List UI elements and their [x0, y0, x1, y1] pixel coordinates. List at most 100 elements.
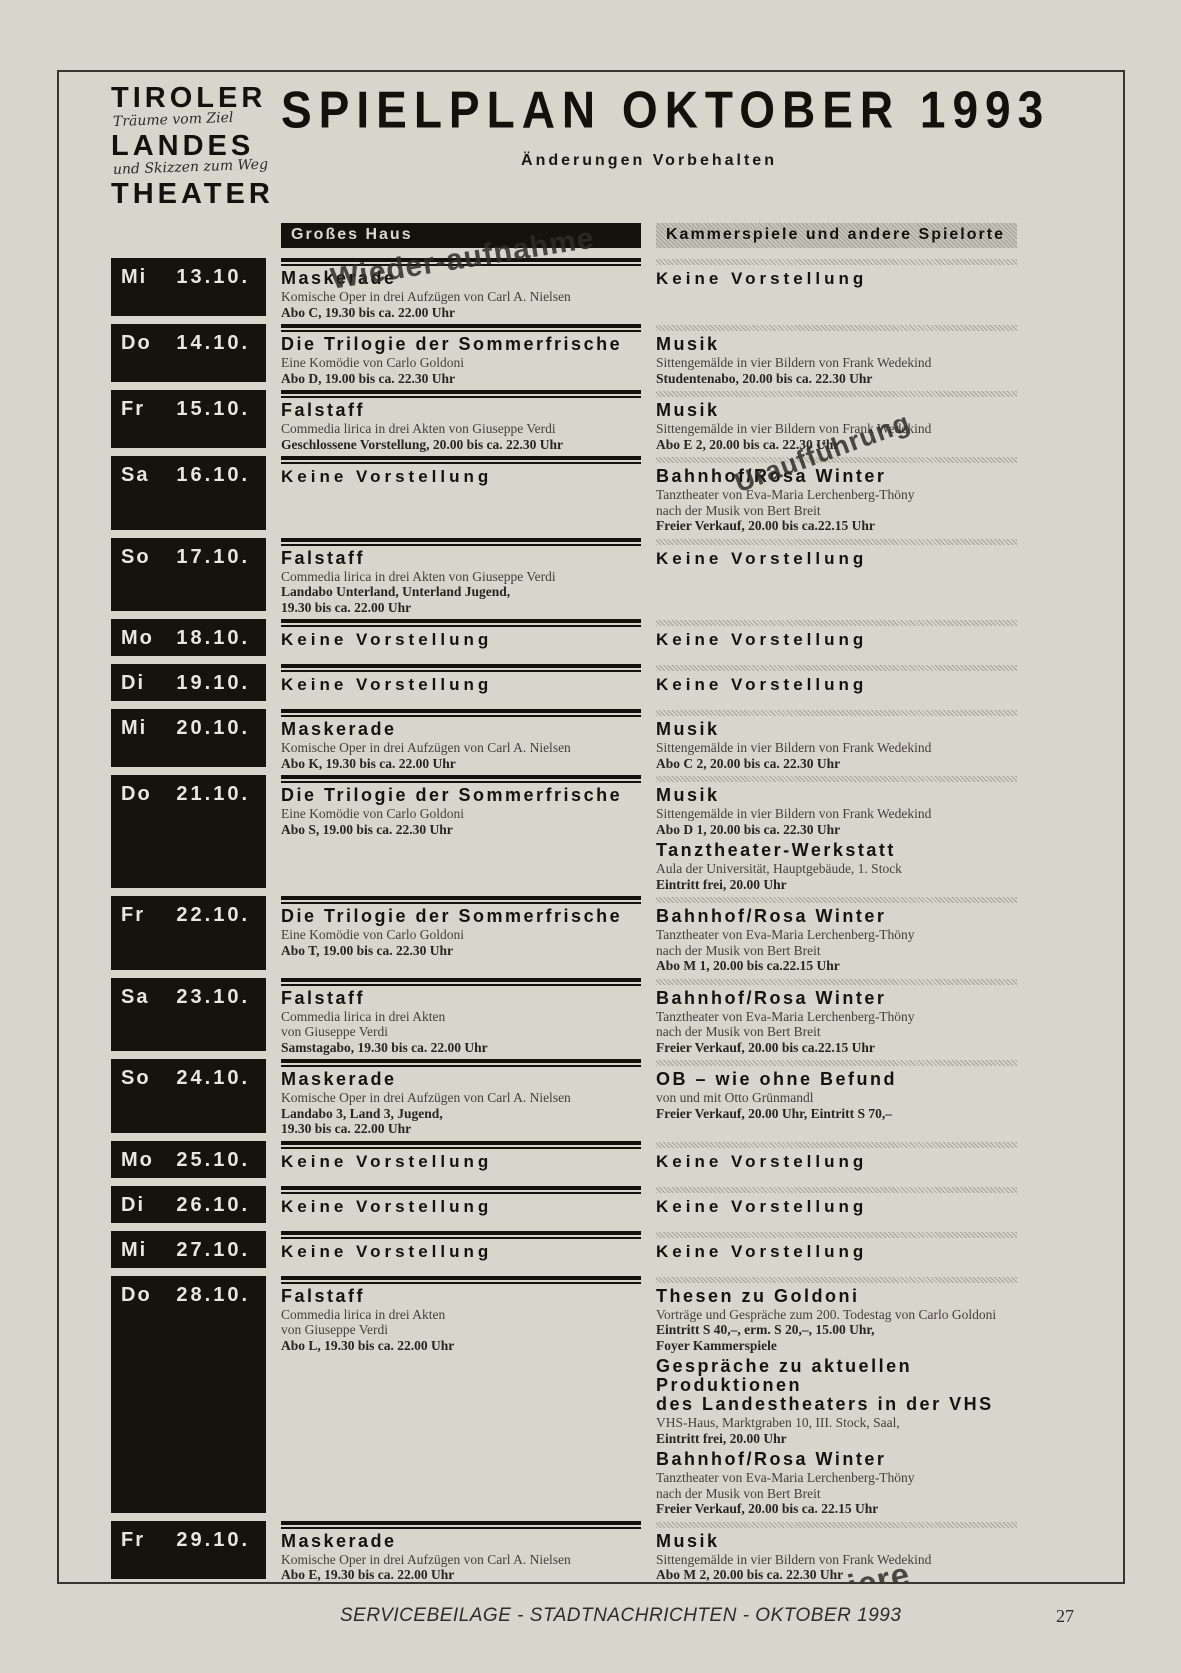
date-cell: So 24.10. [111, 1059, 266, 1133]
event-info-line: Abo D 1, 20.00 bis ca. 22.30 Uhr [656, 821, 841, 837]
event-title: Bahnhof/Rosa Winter [656, 906, 887, 926]
schedule-table: Mi 13.10. Maskerade Komische Oper in drei A… [111, 222, 1123, 1582]
schedule-row: Mi 20.10. Maskerade Komische Oper in drei A… [111, 709, 1017, 775]
schedule-row: Do 14.10. Die Trilogie der Sommerfrische Ei… [111, 324, 1017, 390]
date-day: Mi [121, 266, 148, 288]
schedule-row: Mo 18.10. Keine Vorstellung Keine Vorstellu… [111, 619, 1017, 664]
event-title: Maskerade [281, 1530, 397, 1551]
row-separator-rule [281, 664, 641, 672]
row-separator-rule [281, 456, 641, 464]
event-entry: Bahnhof/Rosa Winter Tanztheater von Eva-M… [656, 1450, 1017, 1517]
event-entry: Keine Vorstellung [281, 1242, 641, 1261]
event-info-line: Landabo 3, Land 3, Jugend, [281, 1105, 443, 1121]
date-cell: Di 26.10. [111, 1185, 266, 1223]
date-number: 21.10. [176, 783, 250, 805]
date-day: Mi [121, 717, 148, 739]
schedule-row: Fr 29.10. Maskerade Komische Oper in drei A… [111, 1520, 1017, 1582]
event-description-line: Komische Oper in drei Aufzügen von Carl … [281, 1090, 571, 1105]
page-subtitle: Änderungen Vorbehalten [521, 152, 777, 169]
date-cell: Fr 29.10. [111, 1520, 266, 1579]
event-entry: Falstaff Commedia lirica in drei Akten von… [281, 988, 641, 1056]
event-entry: Bahnhof/Rosa Winter Tanztheater von Eva-M… [656, 907, 1017, 974]
grosses-haus-cell: Maskerade Komische Oper in drei Aufzügen … [281, 222, 641, 324]
date-number: 26.10. [176, 1193, 250, 1216]
event-title: Bahnhof/Rosa Winter [656, 466, 887, 486]
event-description-line: Commedia lirica in drei Akten von Giusep… [281, 568, 556, 584]
event-entry: Gespräche zu aktuellen Produktionen des … [656, 1357, 1017, 1446]
date-number: 28.10. [176, 1283, 250, 1306]
event-entry: Bahnhof/Rosa Winter Tanztheater von Eva-M… [656, 988, 1017, 1056]
event-entry: Keine Vorstellung [281, 675, 641, 694]
row-separator-hatch [656, 325, 1017, 331]
kammerspiele-cell: Thesen zu Goldoni Vorträge und Gespräche … [656, 1276, 1017, 1521]
kammerspiele-cell: Keine Vorstellung [656, 664, 1017, 709]
schedule-row: So 17.10. Falstaff Commedia lirica in drei … [111, 537, 1017, 620]
no-performance-label: Keine Vorstellung [281, 1151, 493, 1171]
date-cell: Di 19.10. [111, 664, 266, 701]
event-entry: Maskerade Komische Oper in drei Aufzügen … [281, 1530, 641, 1582]
grosses-haus-cell: Falstaff Commedia lirica in drei Akten von… [281, 1275, 641, 1521]
event-info-line: Freier Verkauf, 20.00 bis ca.22.15 Uhr [656, 518, 875, 533]
event-title: Die Trilogie der Sommerfrische [281, 906, 623, 926]
date-day: Mo [121, 1148, 154, 1171]
event-description-line: Komische Oper in drei Aufzügen von Carl … [281, 289, 571, 304]
row-separator-hatch [656, 620, 1017, 626]
event-entry: Tanztheater-Werkstatt Aula der Universitä… [656, 841, 1017, 892]
date-day: Mi [121, 1238, 148, 1261]
event-entry: Die Trilogie der Sommerfrische Eine Komöd… [281, 907, 641, 958]
grosses-haus-cell: Falstaff Commedia lirica in drei Akten vo… [281, 390, 641, 456]
event-description-line: nach der Musik von Bert Breit [656, 1024, 821, 1039]
grosses-haus-cell: Falstaff Commedia lirica in drei Akten von… [281, 977, 641, 1060]
event-title: Bahnhof/Rosa Winter [656, 1449, 887, 1469]
no-performance-label: Keine Vorstellung [656, 548, 868, 568]
no-performance-label: Keine Vorstellung [281, 1241, 493, 1261]
event-entry: OB – wie ohne Befund von und mit Otto Grü… [656, 1070, 1017, 1121]
grosses-haus-cell: Die Trilogie der Sommerfrische Eine Komöd… [281, 775, 641, 896]
logo-handwriting-1: Träume vom Ziel [112, 109, 234, 130]
event-description-line: Vorträge und Gespräche zum 200. Todestag… [656, 1306, 997, 1322]
kammerspiele-cell: Keine Vorstellung [656, 1141, 1017, 1186]
date-day: Di [121, 672, 145, 694]
title-block: SPIELPLAN OKTOBER 1993 Änderungen Vorbeh… [281, 80, 1051, 209]
grosses-haus-cell: Die Trilogie der Sommerfrische Eine Komöd… [281, 324, 641, 390]
row-separator-hatch [656, 978, 1017, 985]
row-separator-hatch [656, 710, 1017, 716]
event-description-line: Sittengemälde in vier Bildern von Frank … [656, 421, 932, 436]
event-entry: Keine Vorstellung [656, 675, 1017, 694]
event-description-line: Sittengemälde in vier Bildern von Frank … [656, 740, 932, 755]
event-info-line: Samstagabo, 19.30 bis ca. 22.00 Uhr [281, 1039, 488, 1055]
event-title: Falstaff [281, 547, 366, 568]
kammerspiele-cell: Musik Sittengemälde in vier Bildern von F… [656, 324, 1017, 390]
event-entry: Keine Vorstellung [281, 467, 641, 486]
event-description-line: von Giuseppe Verdi [281, 1322, 388, 1337]
event-entry: Bahnhof/Rosa Winter Tanztheater von Eva-M… [656, 407, 1017, 534]
kammerspiele-cell: OB – wie ohne Befund von und mit Otto Grü… [656, 1059, 1017, 1141]
event-info-line: Freier Verkauf, 20.00 bis ca. 22.15 Uhr [656, 1501, 879, 1516]
event-info-line: Abo M 2, 20.00 bis ca. 22.30 Uhr [656, 1567, 844, 1582]
date-cell: Sa 23.10. [111, 977, 266, 1051]
grosses-haus-cell: Maskerade Komische Oper in drei Aufzügen … [281, 1520, 641, 1582]
event-info-line: Abo C 2, 20.00 bis ca. 22.30 Uhr [656, 755, 841, 771]
event-description-line: von und mit Otto Grünmandl [656, 1090, 814, 1105]
event-info-line: Abo S, 19.00 bis ca. 22.30 Uhr [281, 821, 453, 837]
row-separator-rule [281, 1520, 641, 1529]
row-separator-rule [281, 619, 641, 627]
date-number: 19.10. [176, 672, 250, 694]
page-title: SPIELPLAN OKTOBER 1993 [281, 80, 1051, 139]
event-info-line: 19.30 bis ca. 22.00 Uhr [281, 1121, 412, 1136]
row-separator-rule [281, 709, 641, 717]
row-separator-rule [281, 775, 641, 783]
date-number: 27.10. [176, 1238, 250, 1261]
grosses-haus-cell: Falstaff Commedia lirica in drei Akten vo… [281, 537, 641, 620]
row-separator-hatch [656, 665, 1017, 671]
event-description-line: Sittengemälde in vier Bildern von Frank … [656, 355, 932, 370]
event-entry: Maskerade Komische Oper in drei Aufzügen … [281, 720, 641, 771]
event-description-line: Commedia lirica in drei Akten [281, 1008, 446, 1024]
kammerspiele-cell: Keine Vorstellung [656, 1186, 1017, 1231]
no-performance-label: Keine Vorstellung [281, 630, 493, 649]
grosses-haus-cell: Keine Vorstellung [281, 456, 641, 538]
event-info-line: Landabo Unterland, Unterland Jugend, [281, 584, 511, 599]
row-separator-hatch [656, 776, 1017, 782]
grosses-haus-cell: Die Trilogie der Sommerfrische Eine Komöd… [281, 896, 641, 978]
row-separator-rule [281, 896, 641, 904]
